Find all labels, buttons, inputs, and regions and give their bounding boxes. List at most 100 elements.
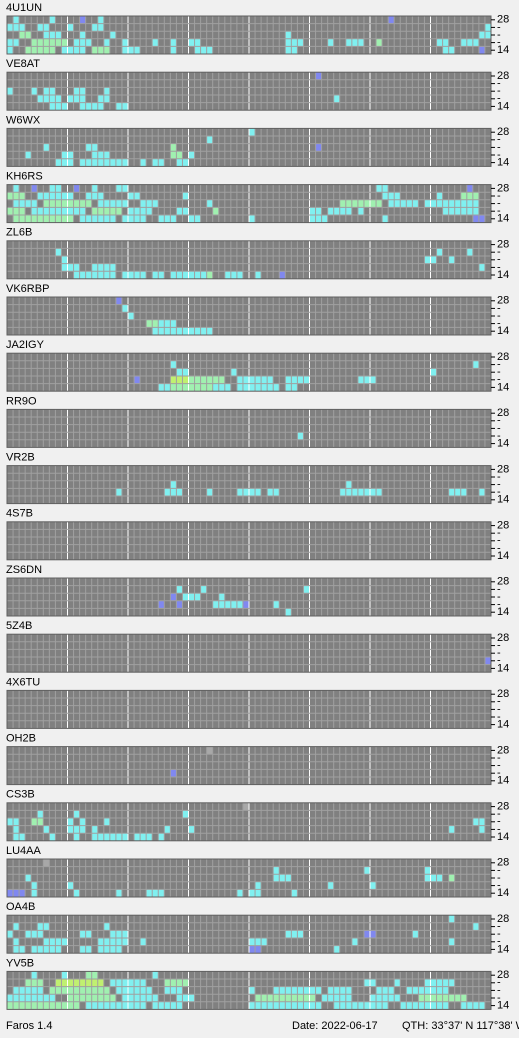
spot: [484, 657, 491, 665]
band-label: -: [497, 85, 501, 97]
spot: [25, 46, 56, 54]
spot: [170, 360, 177, 369]
spot: [333, 945, 340, 954]
band-label: -: [497, 141, 501, 153]
band-label: 28: [497, 126, 509, 138]
band-label: -: [497, 640, 501, 652]
date: Date: 2022-06-17: [292, 1020, 378, 1032]
spot: [67, 95, 86, 103]
spot: [67, 23, 74, 32]
band-label: -: [497, 205, 501, 217]
spot: [73, 889, 80, 897]
spot: [382, 215, 389, 223]
spot: [170, 383, 213, 392]
band-label: -: [497, 928, 501, 940]
spot: [460, 192, 479, 200]
band-label: -: [497, 134, 501, 146]
spot: [7, 192, 26, 200]
spot: [357, 376, 377, 384]
spot: [103, 818, 110, 826]
spot: [285, 608, 292, 616]
band-label: 28: [497, 744, 509, 756]
spot: [170, 46, 177, 54]
spot: [339, 199, 383, 208]
callsign: OH2B: [6, 733, 36, 745]
band-label: 14: [497, 100, 509, 112]
band-label: -: [497, 198, 501, 210]
callsign: ZL6B: [6, 227, 32, 239]
spot: [170, 38, 177, 47]
spot: [436, 248, 443, 256]
spot: [448, 915, 455, 923]
spot: [73, 38, 92, 47]
spot: [182, 593, 201, 601]
band-label: 14: [497, 44, 509, 56]
spot: [472, 922, 479, 931]
band-label: -: [497, 302, 501, 314]
spot: [176, 600, 183, 609]
spot: [73, 184, 80, 193]
spot: [115, 297, 122, 305]
spot: [49, 16, 56, 24]
spot: [188, 825, 195, 834]
spot: [236, 889, 243, 897]
band-label: -: [497, 752, 501, 764]
spot: [91, 184, 98, 193]
spot: [321, 994, 352, 1002]
spot: [291, 889, 298, 897]
callsign: CS3B: [6, 789, 35, 801]
spot: [97, 199, 128, 208]
callsign: ZS6DN: [6, 564, 42, 576]
spot: [273, 866, 280, 875]
spot: [285, 38, 304, 47]
band-label: 14: [497, 381, 509, 393]
band-label: -: [497, 190, 501, 202]
spot: [7, 207, 26, 215]
spot: [357, 207, 364, 215]
band-label: -: [497, 527, 501, 539]
band-label: -: [497, 864, 501, 876]
spot: [49, 833, 56, 841]
band-label: -: [497, 647, 501, 659]
spot: [333, 95, 340, 103]
band-label: -: [497, 471, 501, 483]
spot: [25, 151, 32, 159]
spot: [345, 38, 364, 47]
callsign: 4U1UN: [6, 2, 42, 14]
spot: [478, 825, 485, 834]
callsign: YV5B: [6, 957, 34, 969]
spot: [255, 271, 262, 279]
spot: [370, 994, 401, 1002]
spot: [7, 930, 14, 938]
spot: [448, 488, 467, 496]
spot: [85, 192, 104, 200]
band-label: -: [497, 936, 501, 948]
band-label: 14: [497, 775, 509, 787]
spot: [170, 769, 177, 777]
spot: [164, 825, 171, 834]
band-label: -: [497, 696, 501, 708]
band-label: -: [497, 583, 501, 595]
callsign: OA4B: [6, 901, 35, 913]
spot: [152, 971, 159, 979]
band-label: 28: [497, 576, 509, 588]
band-label: 14: [497, 494, 509, 506]
spot: [224, 600, 243, 609]
spot: [31, 889, 38, 897]
spot: [121, 46, 141, 54]
spot: [206, 746, 213, 755]
spot: [436, 192, 443, 200]
band-label: -: [497, 37, 501, 49]
spot: [31, 881, 38, 890]
spot: [273, 600, 280, 609]
spot: [424, 199, 479, 208]
band-label: -: [497, 246, 501, 258]
spot: [376, 38, 383, 47]
band-label: -: [497, 823, 501, 835]
band-label: 14: [497, 1000, 509, 1012]
band-label: -: [497, 992, 501, 1004]
band-label: 28: [497, 463, 509, 475]
spot: [327, 881, 334, 890]
band-label: -: [497, 78, 501, 90]
band-label: 28: [497, 632, 509, 644]
